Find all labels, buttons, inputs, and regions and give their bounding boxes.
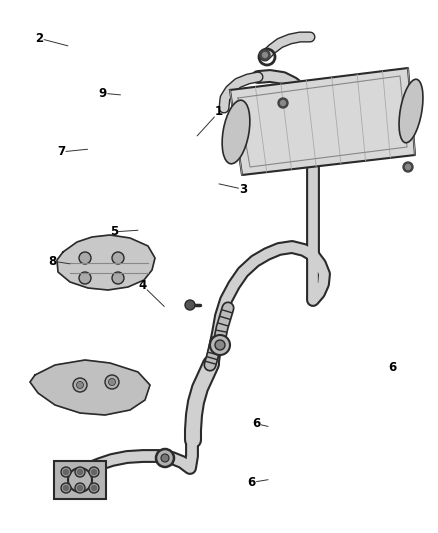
Text: 9: 9 (99, 87, 120, 100)
Circle shape (75, 483, 85, 493)
Circle shape (92, 486, 96, 490)
Text: 6: 6 (388, 361, 396, 374)
Polygon shape (30, 360, 150, 415)
Text: 6: 6 (252, 417, 268, 430)
Circle shape (75, 467, 85, 477)
Circle shape (77, 382, 84, 389)
Polygon shape (57, 235, 155, 290)
Circle shape (262, 52, 268, 58)
Ellipse shape (399, 79, 423, 143)
Circle shape (64, 470, 68, 474)
Text: 8: 8 (49, 255, 70, 268)
Text: 1: 1 (197, 106, 223, 136)
Circle shape (278, 98, 288, 108)
Circle shape (73, 378, 87, 392)
Circle shape (280, 101, 286, 106)
Text: 4: 4 (138, 279, 164, 306)
Circle shape (78, 470, 82, 474)
Circle shape (79, 252, 91, 264)
Circle shape (210, 335, 230, 355)
Circle shape (161, 454, 169, 462)
Text: 7: 7 (57, 146, 88, 158)
Polygon shape (230, 68, 415, 175)
Circle shape (185, 300, 195, 310)
Circle shape (260, 50, 270, 60)
Circle shape (61, 467, 71, 477)
Circle shape (112, 272, 124, 284)
Text: 5: 5 (110, 225, 138, 238)
Circle shape (403, 162, 413, 172)
Text: 2: 2 (35, 32, 68, 46)
Circle shape (61, 483, 71, 493)
Circle shape (156, 449, 174, 467)
Text: 3: 3 (219, 183, 247, 196)
Circle shape (215, 340, 225, 350)
Circle shape (89, 467, 99, 477)
Circle shape (105, 375, 119, 389)
Circle shape (78, 486, 82, 490)
Circle shape (109, 378, 116, 385)
Text: 6: 6 (248, 476, 268, 489)
Circle shape (92, 470, 96, 474)
Circle shape (79, 272, 91, 284)
Bar (54, 461, 106, 499)
Circle shape (406, 165, 410, 169)
Ellipse shape (222, 100, 250, 164)
Circle shape (112, 252, 124, 264)
Circle shape (89, 483, 99, 493)
Circle shape (64, 486, 68, 490)
